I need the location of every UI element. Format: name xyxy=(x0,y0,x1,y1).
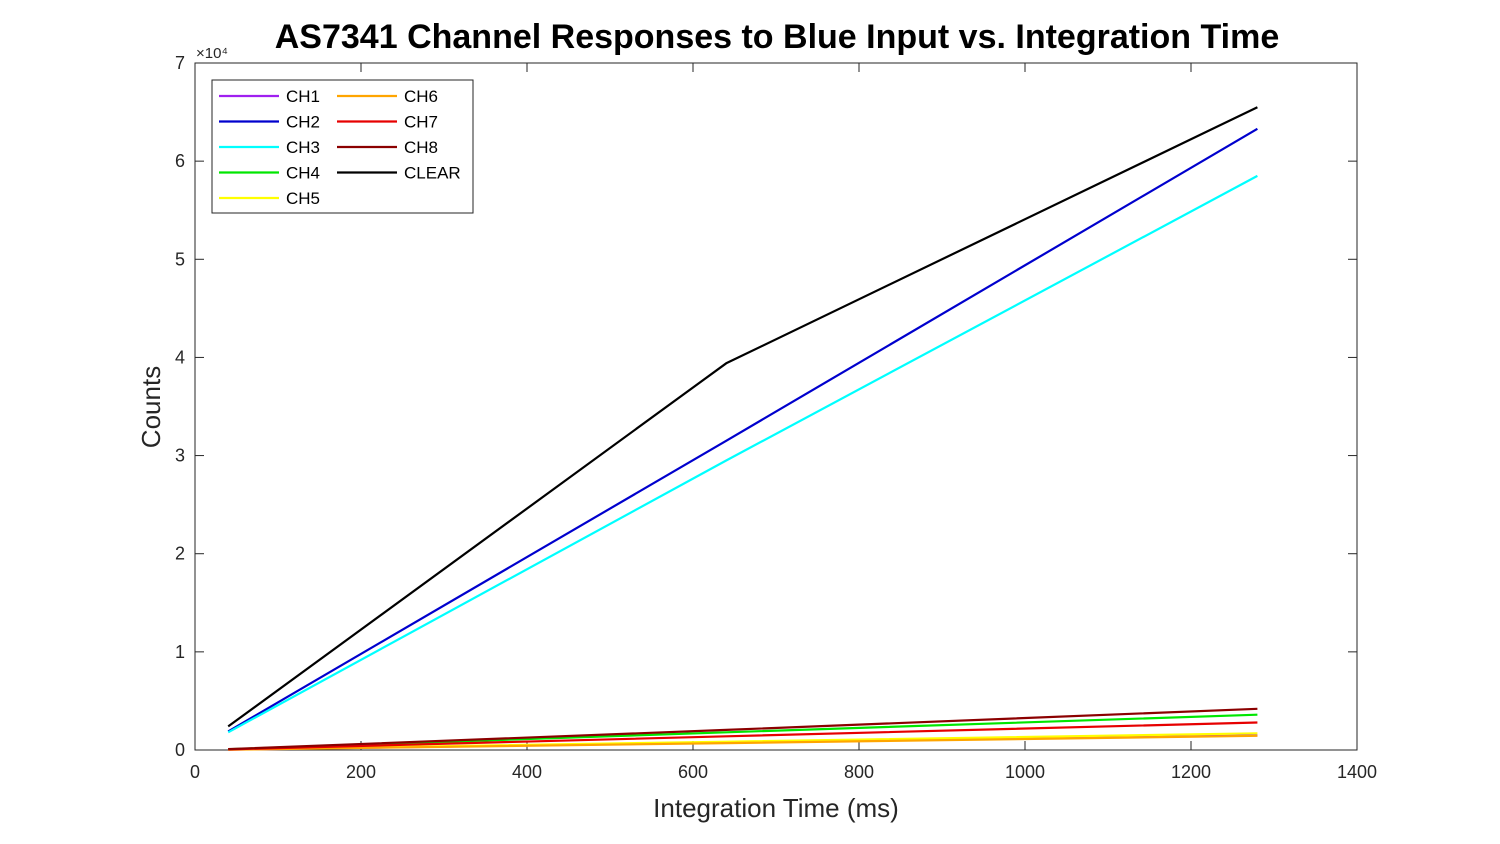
series-lines xyxy=(227,106,1258,751)
x-tick-label: 1000 xyxy=(1005,762,1045,782)
x-tick-label: 600 xyxy=(678,762,708,782)
series-line-ch3 xyxy=(227,174,1258,734)
x-tick-label: 0 xyxy=(190,762,200,782)
legend-label-ch2: CH2 xyxy=(286,113,320,132)
chart-title: AS7341 Channel Responses to Blue Input v… xyxy=(275,18,1279,56)
x-axis-label: Integration Time (ms) xyxy=(653,793,899,823)
series-line-ch6 xyxy=(228,734,1258,751)
x-tick-label: 200 xyxy=(346,762,376,782)
legend-label-clear: CLEAR xyxy=(404,164,461,183)
y-tick-label: 6 xyxy=(175,151,185,171)
y-tick-label: 7 xyxy=(175,53,185,73)
y-tick-label: 1 xyxy=(175,642,185,662)
legend-label-ch8: CH8 xyxy=(404,138,438,157)
y-tick-label: 5 xyxy=(175,249,185,269)
legend-label-ch4: CH4 xyxy=(286,164,320,183)
legend: CH1 CH2 CH3 CH4 CH5 CH6 CH7 CH8 CLEAR xyxy=(211,79,474,214)
legend-label-ch3: CH3 xyxy=(286,138,320,157)
x-tick-label: 1200 xyxy=(1171,762,1211,782)
y-tick-label: 4 xyxy=(175,347,185,367)
series-line-ch7 xyxy=(228,721,1258,751)
series-line-ch2 xyxy=(227,127,1258,733)
x-tick-label: 400 xyxy=(512,762,542,782)
legend-label-ch1: CH1 xyxy=(286,87,320,106)
series-line-ch8 xyxy=(228,707,1258,751)
y-axis-label: Counts xyxy=(136,366,166,448)
y-tick-label: 2 xyxy=(175,544,185,564)
axis-ticks: 0 200 400 600 800 1000 1200 1400 0 1 2 3 4 5 6 7 xyxy=(175,53,1377,782)
y-tick-label: 0 xyxy=(175,740,185,760)
series-line-clear xyxy=(227,106,1258,728)
y-tick-label: 3 xyxy=(175,446,185,466)
legend-label-ch7: CH7 xyxy=(404,113,438,132)
x-tick-label: 800 xyxy=(844,762,874,782)
legend-label-ch5: CH5 xyxy=(286,189,320,208)
y-exponent-label: ×10⁴ xyxy=(196,45,228,62)
x-tick-label: 1400 xyxy=(1337,762,1377,782)
legend-label-ch6: CH6 xyxy=(404,87,438,106)
